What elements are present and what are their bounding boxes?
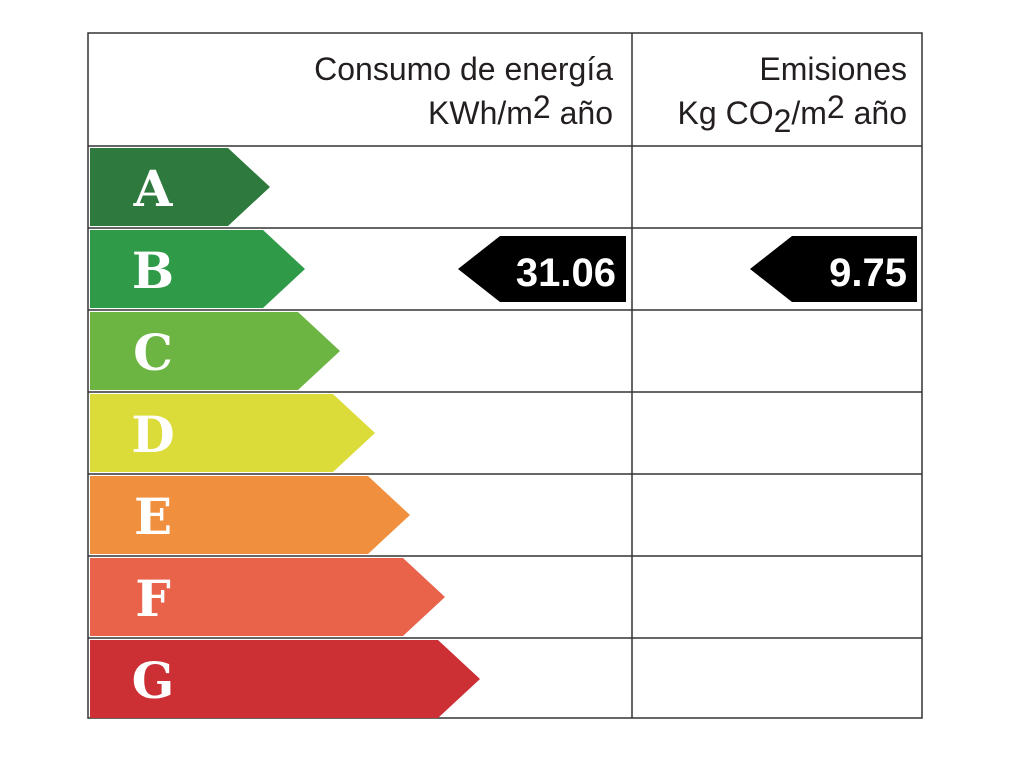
class-letter: A <box>133 159 174 218</box>
class-letter: E <box>134 487 172 546</box>
class-arrow <box>90 476 410 554</box>
unit-part: Kg CO <box>678 95 774 131</box>
unit-part: KWh/m <box>428 95 533 131</box>
class-arrow <box>90 312 340 390</box>
unit-superscript: 2 <box>827 89 845 125</box>
class-letter: F <box>135 569 171 628</box>
unit-part: año <box>551 95 613 131</box>
table-border <box>87 32 923 719</box>
consumption-unit: KWh/m2 año <box>428 89 613 131</box>
emissions-indicator <box>750 236 917 302</box>
unit-subscript: 2 <box>774 103 792 139</box>
class-arrow <box>90 230 305 308</box>
class-letter: G <box>132 651 175 710</box>
class-letter: C <box>133 323 173 382</box>
consumption-title: Consumo de energía <box>314 51 613 87</box>
class-letter: B <box>132 241 174 300</box>
unit-part: año <box>845 95 907 131</box>
class-arrow <box>90 148 270 226</box>
class-letter: D <box>131 405 174 464</box>
class-arrow <box>90 558 445 636</box>
consumption-value: 31.06 <box>516 251 616 295</box>
emissions-title: Emisiones <box>759 51 907 87</box>
unit-part: /m <box>791 95 827 131</box>
unit-superscript: 2 <box>533 89 551 125</box>
emissions-value: 9.75 <box>829 251 907 295</box>
emissions-unit: Kg CO2/m2 año <box>678 89 907 139</box>
class-arrow <box>90 394 375 472</box>
class-arrow <box>90 640 480 718</box>
consumption-indicator <box>458 236 626 302</box>
